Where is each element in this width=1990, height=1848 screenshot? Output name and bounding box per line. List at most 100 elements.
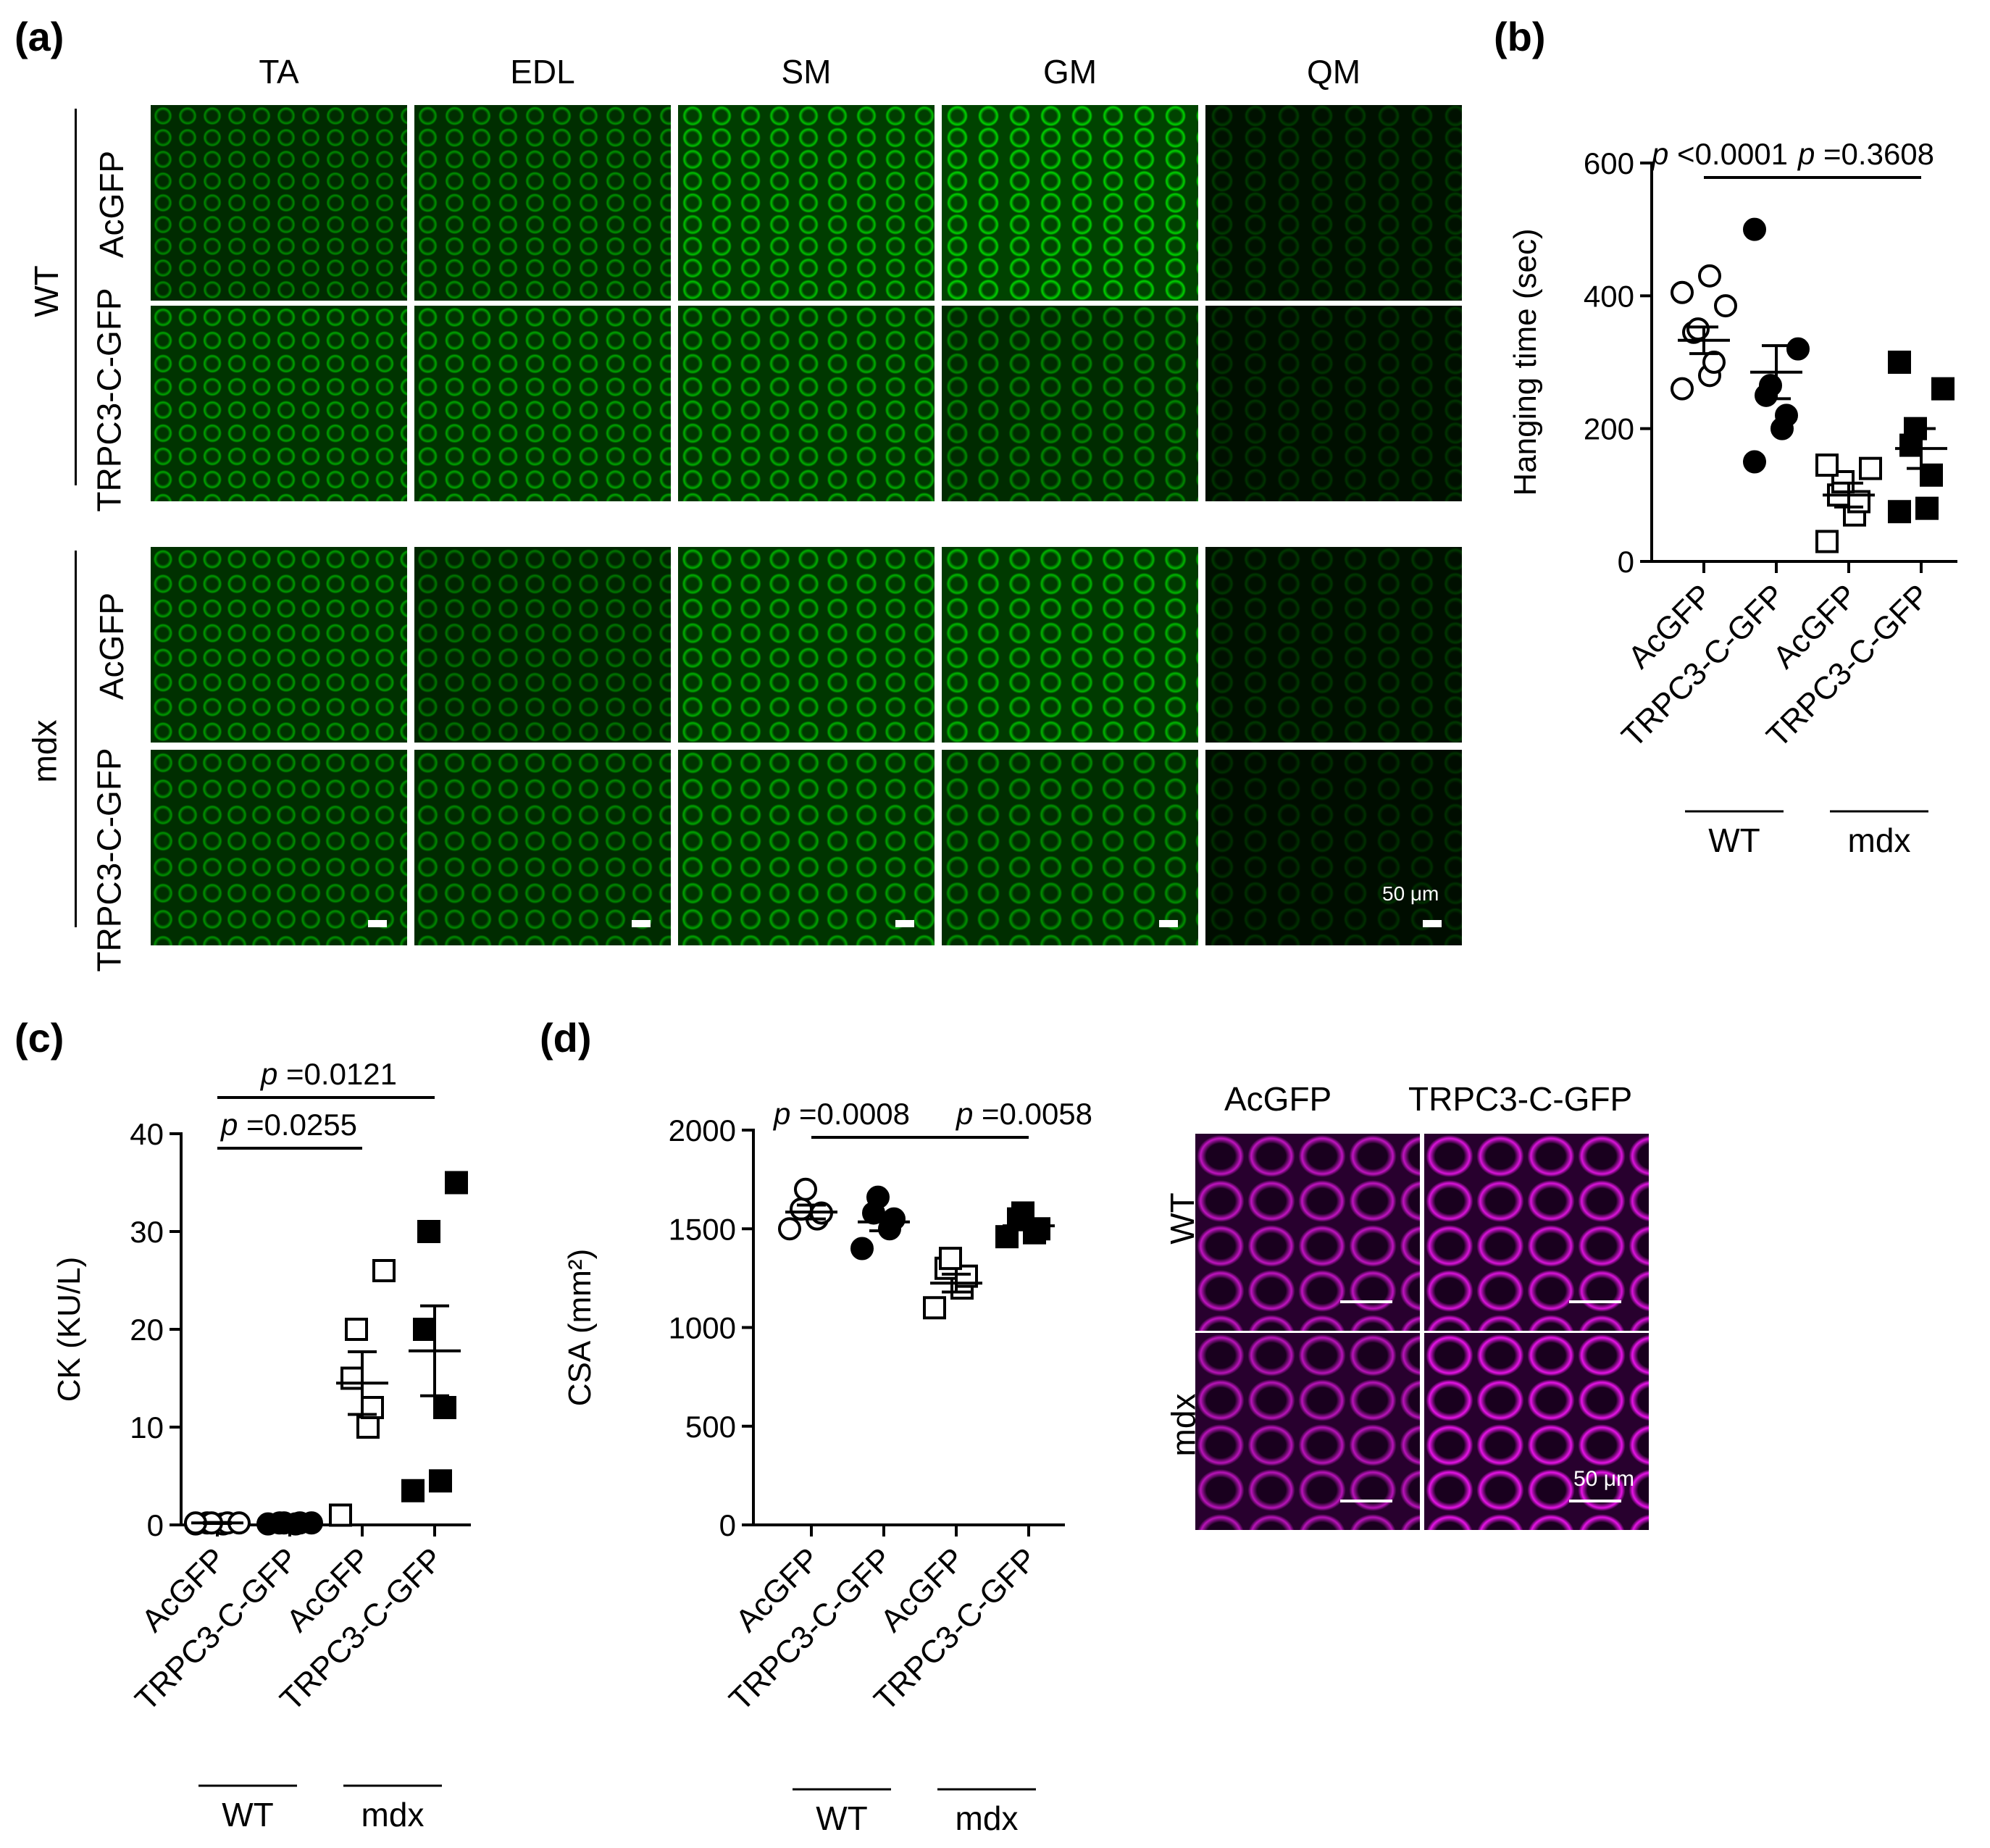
y-tick-label: 600 bbox=[1584, 146, 1634, 180]
micrograph-ta-row2 bbox=[151, 306, 407, 501]
row-label-mdx-trpc3: TRPC3-C-GFP bbox=[90, 748, 128, 972]
data-point bbox=[790, 1197, 813, 1221]
d-image-col-acgfp: AcGFP bbox=[1224, 1080, 1332, 1118]
data-point bbox=[1011, 1201, 1034, 1225]
micrograph-qm-row1 bbox=[1205, 105, 1462, 301]
column-header-gm: GM bbox=[1042, 53, 1098, 91]
data-point bbox=[778, 1217, 801, 1241]
y-axis-label: Hanging time (sec) bbox=[1508, 228, 1543, 496]
scale-bar-d-r1-c2 bbox=[1569, 1300, 1621, 1303]
scale-bar-d-r2-c1 bbox=[1340, 1500, 1392, 1502]
micrograph-ta-row3 bbox=[151, 547, 407, 743]
micrograph-qm-row4 bbox=[1205, 750, 1462, 945]
data-point bbox=[445, 1171, 468, 1195]
data-point bbox=[1671, 280, 1694, 304]
y-axis-label: CSA (mm²) bbox=[562, 1249, 598, 1407]
y-tick-label: 0 bbox=[719, 1508, 736, 1542]
group-label: mdx bbox=[1848, 821, 1911, 859]
data-point bbox=[1743, 450, 1766, 474]
data-point bbox=[1815, 530, 1839, 553]
micrograph-qm-row2 bbox=[1205, 306, 1462, 501]
data-point bbox=[433, 1396, 456, 1419]
micrograph-ta-row4 bbox=[151, 750, 407, 945]
data-point bbox=[1775, 404, 1798, 427]
data-point bbox=[923, 1296, 946, 1320]
magenta-micrograph-r1-c1 bbox=[1195, 1134, 1420, 1331]
group-label-wt: WT bbox=[27, 265, 65, 317]
magenta-micrograph-r2-c1 bbox=[1195, 1333, 1420, 1530]
group-bracket-wt bbox=[75, 109, 77, 485]
panel-d-label: (d) bbox=[540, 1015, 592, 1061]
panel-b-label: (b) bbox=[1494, 14, 1546, 59]
column-header-ta: TA bbox=[259, 53, 299, 91]
data-point bbox=[1714, 294, 1737, 318]
scale-bar-d-r2-c2 bbox=[1569, 1500, 1621, 1502]
scale-bar-label-a: 50 μm bbox=[1382, 882, 1439, 905]
p-value-label: p <0.0001 bbox=[1650, 137, 1788, 171]
group-label: WT bbox=[1708, 821, 1760, 859]
y-tick-label: 40 bbox=[130, 1117, 164, 1151]
micrograph-sm-row4 bbox=[678, 750, 935, 945]
data-point bbox=[329, 1503, 352, 1527]
data-point bbox=[1915, 496, 1939, 520]
scale-bar-sm bbox=[895, 920, 914, 927]
y-tick-label: 10 bbox=[130, 1410, 164, 1444]
scale-bar-d-r1-c1 bbox=[1340, 1300, 1392, 1303]
data-point bbox=[1888, 351, 1911, 374]
magenta-micrograph-r1-c2 bbox=[1424, 1134, 1649, 1331]
data-point bbox=[340, 1366, 364, 1390]
data-point bbox=[1702, 351, 1726, 374]
micrograph-edl-row3 bbox=[414, 547, 671, 743]
data-point bbox=[1698, 264, 1721, 288]
group-bracket-mdx bbox=[75, 551, 77, 927]
data-point bbox=[345, 1318, 368, 1341]
scale-bar-label-d: 50 μm bbox=[1573, 1467, 1634, 1491]
group-label: WT bbox=[816, 1799, 868, 1837]
y-tick-label: 1500 bbox=[669, 1212, 736, 1246]
data-point bbox=[1931, 377, 1955, 401]
magenta-micrograph-r2-c2 bbox=[1424, 1333, 1649, 1530]
data-point bbox=[401, 1479, 425, 1502]
micrograph-sm-row3 bbox=[678, 547, 935, 743]
column-header-edl: EDL bbox=[510, 53, 575, 91]
micrograph-sm-row1 bbox=[678, 105, 935, 301]
data-point bbox=[939, 1247, 962, 1271]
data-point bbox=[417, 1220, 440, 1243]
data-point bbox=[1859, 456, 1882, 480]
row-label-mdx-acgfp: AcGFP bbox=[93, 592, 131, 701]
d-image-col-trpc3: TRPC3-C-GFP bbox=[1408, 1080, 1633, 1118]
micrograph-gm-row2 bbox=[942, 306, 1198, 501]
data-point bbox=[866, 1185, 890, 1209]
group-label-mdx: mdx bbox=[25, 719, 64, 783]
panel-c-label: (c) bbox=[14, 1015, 64, 1061]
y-tick-label: 20 bbox=[130, 1313, 164, 1347]
micrograph-edl-row4 bbox=[414, 750, 671, 945]
data-point bbox=[429, 1469, 452, 1493]
group-label: WT bbox=[222, 1796, 274, 1834]
data-point bbox=[794, 1177, 817, 1201]
micrograph-edl-row1 bbox=[414, 105, 671, 301]
y-tick-label: 1000 bbox=[669, 1311, 736, 1345]
data-point bbox=[1671, 377, 1694, 401]
data-point bbox=[372, 1259, 396, 1282]
micrograph-gm-row1 bbox=[942, 105, 1198, 301]
panel-a-label: (a) bbox=[14, 14, 64, 59]
y-tick-label: 0 bbox=[1618, 545, 1634, 579]
group-label: mdx bbox=[361, 1796, 425, 1834]
p-value-label: p =0.0008 bbox=[772, 1097, 910, 1131]
data-point bbox=[356, 1416, 380, 1439]
scale-bar-edl bbox=[632, 920, 651, 927]
row-label-wt-acgfp: AcGFP bbox=[93, 150, 131, 259]
p-value-label: p =0.0058 bbox=[955, 1097, 1092, 1131]
y-tick-label: 30 bbox=[130, 1215, 164, 1249]
micrograph-edl-row2 bbox=[414, 306, 671, 501]
column-header-sm: SM bbox=[781, 53, 832, 91]
data-point bbox=[1743, 217, 1766, 241]
scale-bar-gm bbox=[1159, 920, 1178, 927]
micrograph-gm-row3 bbox=[942, 547, 1198, 743]
group-label: mdx bbox=[956, 1799, 1019, 1837]
micrograph-ta-row1 bbox=[151, 105, 407, 301]
